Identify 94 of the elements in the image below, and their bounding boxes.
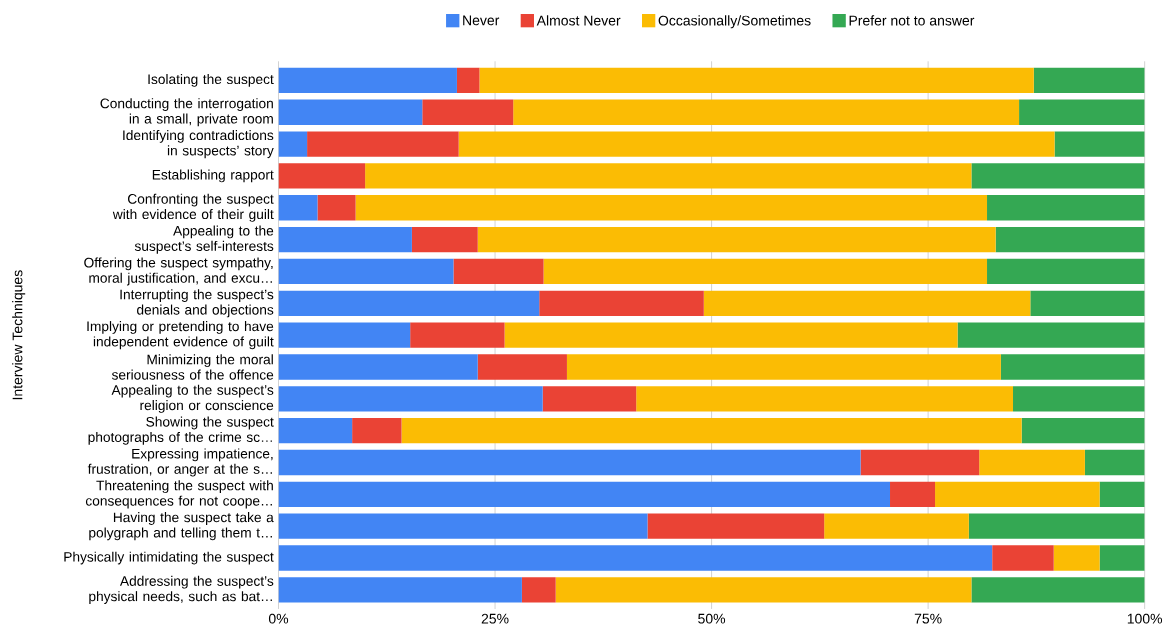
- bar: [278, 577, 522, 603]
- bar: [703, 290, 1031, 316]
- bar: [935, 481, 1100, 507]
- bar: [278, 481, 891, 507]
- bar: [410, 322, 505, 348]
- bar: [987, 258, 1145, 284]
- bar: [278, 258, 454, 284]
- bar: [971, 577, 1145, 603]
- bar: [1033, 67, 1145, 93]
- bar: [1099, 545, 1145, 571]
- y-tick-label: Minimizing the moral seriousness of the offence: [111, 354, 274, 380]
- y-tick-label: Threatening the suspect with consequences for not coope…: [85, 480, 273, 509]
- bar: [1054, 131, 1145, 157]
- legend-label: Occasionally/Sometimes: [658, 15, 811, 29]
- bar: [543, 258, 988, 284]
- bar: [355, 194, 988, 221]
- bar: [1053, 545, 1100, 571]
- y-tick-label: Interrupting the suspect’s denials and objections: [120, 289, 274, 318]
- bar: [555, 577, 972, 603]
- legend-label: Prefer not to answer: [849, 15, 975, 26]
- bar: [824, 513, 969, 539]
- bar: [1099, 481, 1145, 507]
- bar: [636, 386, 1014, 412]
- y-axis-title: Interview Techniques: [12, 270, 26, 400]
- bar: [278, 226, 412, 253]
- x-tick-label: 100%: [1127, 613, 1163, 624]
- bar: [278, 194, 318, 221]
- bar: [456, 67, 480, 93]
- bar: [992, 545, 1054, 571]
- x-tick-label: 0%: [268, 613, 289, 624]
- bar: [365, 163, 972, 189]
- bar: [411, 226, 478, 253]
- bar: [995, 226, 1145, 253]
- bar: [278, 290, 540, 316]
- x-tick-label: 75%: [914, 613, 942, 624]
- bar: [987, 194, 1145, 221]
- bar: [1013, 386, 1145, 412]
- bar: [477, 226, 996, 253]
- bar: [317, 194, 356, 221]
- bar: [860, 449, 980, 476]
- bar: [1021, 417, 1145, 444]
- bar: [453, 258, 544, 284]
- y-tick-label: Appealing to the suspect’s self-interests: [134, 225, 274, 254]
- bar: [401, 417, 1022, 444]
- bar: [278, 449, 861, 476]
- bar: [278, 386, 543, 412]
- y-tick-label: Expressing impatience, frustration, or anger at the s…: [87, 448, 273, 477]
- bar: [278, 131, 308, 157]
- y-tick-label: Confronting the suspect with evidence of their guilt: [112, 193, 274, 222]
- bar: [542, 386, 637, 412]
- legend-label: Never: [463, 15, 500, 26]
- legend-label: Almost Never: [536, 15, 621, 26]
- bar: [521, 577, 556, 603]
- bar: [278, 322, 411, 348]
- bar: [278, 545, 993, 571]
- bar: [1019, 99, 1145, 125]
- y-tick-label: Conducting the interrogation in a small, private room: [100, 98, 273, 127]
- bar: [477, 354, 567, 380]
- bar: [278, 163, 366, 189]
- bar: [566, 354, 1001, 380]
- bar: [979, 449, 1085, 476]
- bar: [539, 290, 704, 316]
- bar: [278, 67, 457, 93]
- x-tick-label: 25%: [481, 613, 509, 624]
- bar: [278, 354, 478, 380]
- bar: [971, 163, 1145, 189]
- bar: [422, 99, 514, 125]
- y-tick-label: Isolating the suspect: [148, 73, 274, 87]
- bar: [458, 131, 1055, 157]
- bar: [647, 513, 825, 539]
- bar: [352, 417, 402, 444]
- y-tick-label: Showing the suspect photographs of the crime sc…: [88, 416, 274, 445]
- bar: [1030, 290, 1145, 316]
- x-tick-label: 50%: [698, 613, 726, 624]
- bar: [1084, 449, 1145, 476]
- y-tick-label: Addressing the suspect’s physical needs, such as bat…: [89, 575, 274, 604]
- y-tick-label: Establishing rapport: [152, 169, 274, 183]
- bar: [278, 99, 423, 125]
- bar: [307, 131, 459, 157]
- bar: [513, 99, 1020, 125]
- bar: [1000, 354, 1145, 380]
- bar: [968, 513, 1145, 539]
- bar: [504, 322, 958, 348]
- bar: [890, 481, 936, 507]
- bar: [278, 513, 648, 539]
- bar: [479, 67, 1034, 93]
- y-tick-label: Identifying contradictions in suspects’ story: [123, 129, 274, 158]
- y-tick-label: Having the suspect take a polygraph and telling them t…: [89, 511, 274, 541]
- y-tick-label: Physically intimidating the suspect: [64, 551, 274, 565]
- bar: [957, 322, 1145, 348]
- y-tick-label: Offering the suspect sympathy, moral justification, and excu…: [84, 257, 273, 286]
- bar: [278, 417, 353, 444]
- y-tick-label: Implying or pretending to have independent evidence of guilt: [87, 320, 274, 350]
- y-tick-label: Appealing to the suspect’s religion or conscience: [111, 384, 274, 413]
